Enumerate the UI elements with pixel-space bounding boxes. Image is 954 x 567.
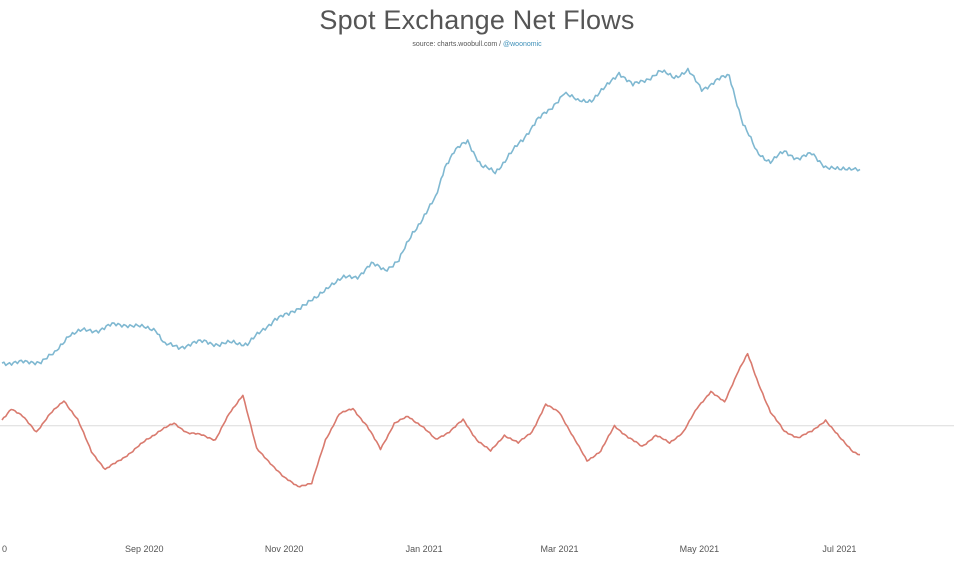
source-label: source: charts.woobull.com / bbox=[412, 41, 502, 48]
x-tick-label: May 2021 bbox=[680, 544, 720, 554]
source-handle-link[interactable]: @woonomic bbox=[503, 41, 542, 48]
x-tick-label: Jan 2021 bbox=[406, 544, 443, 554]
x-tick-label: 0 bbox=[2, 544, 7, 554]
x-axis: 0 Sep 2020 Nov 2020 Jan 2021 Mar 2021 May 202… bbox=[2, 544, 856, 554]
chart-source: source: charts.woobull.com / @woonomic bbox=[0, 41, 954, 48]
x-tick-label: Mar 2021 bbox=[540, 544, 578, 554]
series-layer bbox=[1, 67, 861, 488]
series-line-lower bbox=[1, 352, 861, 488]
x-tick-label: Jul 2021 bbox=[822, 544, 856, 554]
series-line-upper bbox=[1, 67, 861, 367]
x-tick-label: Nov 2020 bbox=[265, 544, 304, 554]
x-tick-label: Sep 2020 bbox=[125, 544, 164, 554]
chart-title: Spot Exchange Net Flows bbox=[319, 5, 635, 35]
